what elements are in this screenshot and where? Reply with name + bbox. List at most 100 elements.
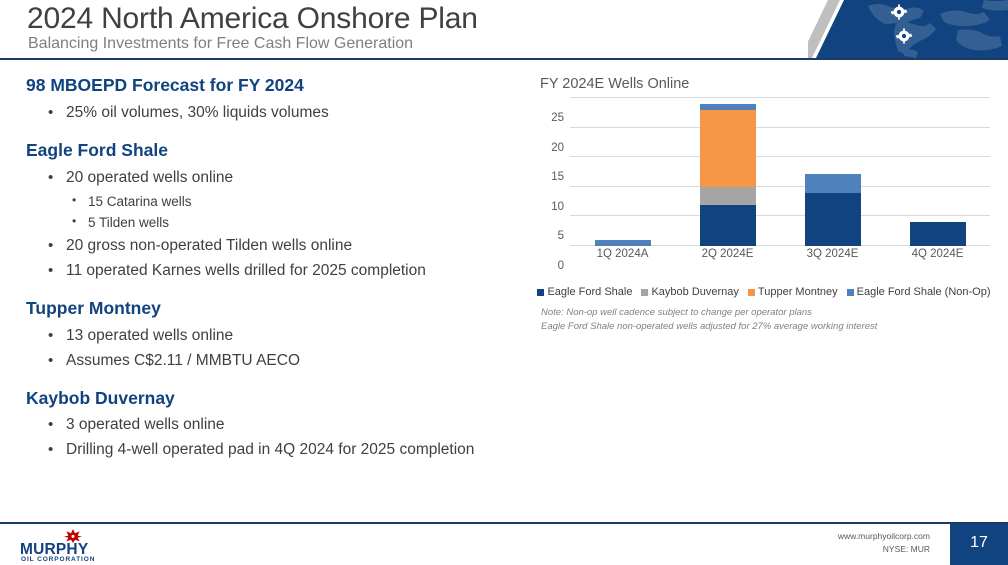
chart-footnotes: Note: Non-op well cadence subject to cha… — [541, 306, 991, 334]
bullet-item: • 20 gross non-operated Tilden wells onli… — [26, 234, 526, 258]
chart-title: FY 2024E Wells Online — [540, 76, 690, 92]
legend-item[interactable]: Eagle Ford Shale (Non-Op) — [846, 286, 991, 298]
legend-item[interactable]: Eagle Ford Shale — [537, 286, 632, 298]
world-map-icon — [868, 0, 1008, 58]
gridline — [570, 156, 990, 158]
sub-bullet-item: • 15 Catarina wells — [26, 191, 526, 213]
y-axis-tick-label: 25 — [551, 112, 564, 124]
bullet-list: • 3 operated wells online • Drilling 4-well… — [26, 413, 526, 462]
y-axis-tick-label: 15 — [551, 171, 564, 184]
footer-info: www.murphyoilcorp.com NYSE: MUR — [838, 530, 930, 556]
section-heading: Eagle Ford Shale — [26, 139, 168, 160]
x-axis-tick-label: 4Q 2024E — [911, 248, 964, 260]
chart-plot-area: 0 5 10 15 20 25 1Q 2024A 2Q 2024E 3Q 2024E 4Q 20… — [538, 97, 990, 272]
y-axis-tick-label: 5 — [557, 230, 564, 243]
legend-item[interactable]: Kaybob Duvernay — [641, 286, 739, 298]
legend-swatch-icon — [846, 288, 854, 296]
gridline — [570, 185, 990, 187]
section-heading: Kaybob Duvernay — [26, 387, 175, 408]
y-axis-tick-label: 0 — [557, 260, 564, 272]
y-axis-tick-label: 20 — [551, 141, 564, 154]
bar-segment-eagle-ford-shale[interactable] — [699, 204, 756, 246]
bullet-dot-icon: • — [48, 441, 54, 459]
bullet-list: • 20 operated wells online • 15 Catarina we… — [26, 166, 526, 283]
x-axis-tick-label: 1Q 2024A — [596, 248, 649, 260]
chart-note: Note: Non-op well cadence subject to cha… — [541, 307, 812, 318]
bullet-item: • 25% oil volumes, 30% liquids volumes — [26, 101, 526, 125]
slide-header: 2024 North America Onshore Plan Balancin… — [0, 0, 1008, 60]
sub-bullet-list: • 15 Catarina wells • 5 Tilden wells — [26, 191, 526, 234]
chart-note: Eagle Ford Shale non-operated wells adju… — [541, 320, 878, 332]
y-axis-tick-label: 10 — [551, 200, 564, 213]
bar-segment-kaybob-duvernay[interactable] — [699, 186, 756, 205]
header-banner-shape — [816, 0, 1008, 58]
bullet-dot-icon: • — [72, 192, 77, 207]
sub-bullet-text: 15 Catarina wells — [88, 193, 192, 209]
bullet-dot-icon: • — [48, 351, 54, 369]
bullet-list: • 25% oil volumes, 30% liquids volumes — [26, 101, 526, 125]
legend-swatch-icon — [747, 288, 755, 296]
chart-legend: Eagle Ford Shale Kaybob Duvernay Tupper Mo… — [537, 286, 991, 298]
gridline — [570, 97, 990, 98]
gridline — [570, 126, 990, 128]
gridline — [570, 215, 990, 217]
bullet-item: • 20 operated wells online — [26, 166, 526, 190]
header-diagonal-stripe — [808, 0, 840, 58]
bullet-dot-icon: • — [48, 261, 54, 279]
gridline — [570, 245, 990, 246]
sub-bullet-item: • 5 Tilden wells — [26, 212, 526, 234]
bar-segment-tupper-montney[interactable] — [699, 109, 756, 187]
bullet-item: • Assumes C$2.11 / MMBTU AECO — [26, 349, 526, 373]
content-column: 98 MBOEPD Forecast for FY 2024 • 25% oil v… — [26, 74, 526, 463]
chart-x-axis: 1Q 2024A 2Q 2024E 3Q 2024E 4Q 2024E — [570, 248, 990, 260]
section-heading: Tupper Montney — [26, 297, 161, 318]
bar-group[interactable] — [675, 98, 780, 246]
stacked-bar[interactable] — [909, 222, 966, 246]
sub-bullet-text: 5 Tilden wells — [88, 215, 170, 231]
footer-divider — [0, 522, 1008, 524]
bullet-dot-icon: • — [48, 236, 54, 254]
bullet-text: Assumes C$2.11 / MMBTU AECO — [66, 351, 300, 369]
star-burst-icon — [64, 529, 82, 548]
bullet-text: 3 operated wells online — [66, 416, 225, 434]
bullet-text: 11 operated Karnes wells drilled for 202… — [66, 261, 426, 279]
bullet-item: • Drilling 4-well operated pad in 4Q 2024… — [26, 438, 526, 462]
header-divider — [0, 58, 1008, 60]
section-heading: 98 MBOEPD Forecast for FY 2024 — [26, 75, 304, 95]
page-number-block: 17 — [950, 524, 1008, 565]
page-number: 17 — [970, 534, 988, 551]
bullet-item: • 3 operated wells online — [26, 413, 526, 437]
stacked-bar[interactable] — [804, 173, 861, 246]
bullet-dot-icon: • — [72, 214, 77, 229]
legend-item[interactable]: Tupper Montney — [747, 286, 838, 298]
bar-segment-eagle-ford-shale[interactable] — [804, 192, 861, 246]
wells-online-chart: FY 2024E Wells Online 0 5 10 15 20 25 1Q 2024… — [537, 76, 991, 336]
chart-bars — [570, 98, 990, 246]
x-axis-tick-label: 3Q 2024E — [806, 248, 859, 260]
legend-label: Eagle Ford Shale — [547, 286, 633, 298]
bullet-text: Drilling 4-well operated pad in 4Q 2024 … — [66, 441, 475, 459]
legend-swatch-icon — [537, 288, 545, 296]
logo-tagline: OIL CORPORATION — [21, 556, 96, 563]
murphy-logo: MURPHY OIL CORPORATION — [20, 529, 140, 563]
bullet-list: • 13 operated wells online • Assumes C$2.11… — [26, 324, 526, 373]
bar-segment-eagle-ford-shale-non-op[interactable] — [594, 240, 651, 246]
bullet-text: 25% oil volumes, 30% liquids volumes — [66, 103, 329, 121]
bar-group[interactable] — [780, 98, 885, 246]
bullet-dot-icon: • — [48, 168, 54, 186]
footer-website: www.murphyoilcorp.com — [837, 531, 930, 541]
legend-swatch-icon — [641, 288, 649, 296]
bar-segment-eagle-ford-shale-non-op[interactable] — [804, 173, 861, 193]
stacked-bar[interactable] — [699, 103, 756, 246]
slide-footer: MURPHY OIL CORPORATION www.murphyoilcorp… — [0, 522, 1008, 565]
bar-segment-eagle-ford-shale[interactable] — [909, 222, 966, 246]
bar-segment-eagle-ford-shale-non-op[interactable] — [699, 103, 756, 110]
bullet-text: 13 operated wells online — [66, 326, 234, 344]
stacked-bar[interactable] — [594, 240, 651, 246]
bar-group[interactable] — [885, 98, 990, 246]
bullet-item: • 11 operated Karnes wells drilled for 20… — [26, 259, 526, 283]
bullet-dot-icon: • — [48, 326, 54, 344]
bullet-item: • 13 operated wells online — [26, 324, 526, 348]
star-marker-icon — [890, 4, 913, 44]
bar-group[interactable] — [570, 98, 675, 246]
